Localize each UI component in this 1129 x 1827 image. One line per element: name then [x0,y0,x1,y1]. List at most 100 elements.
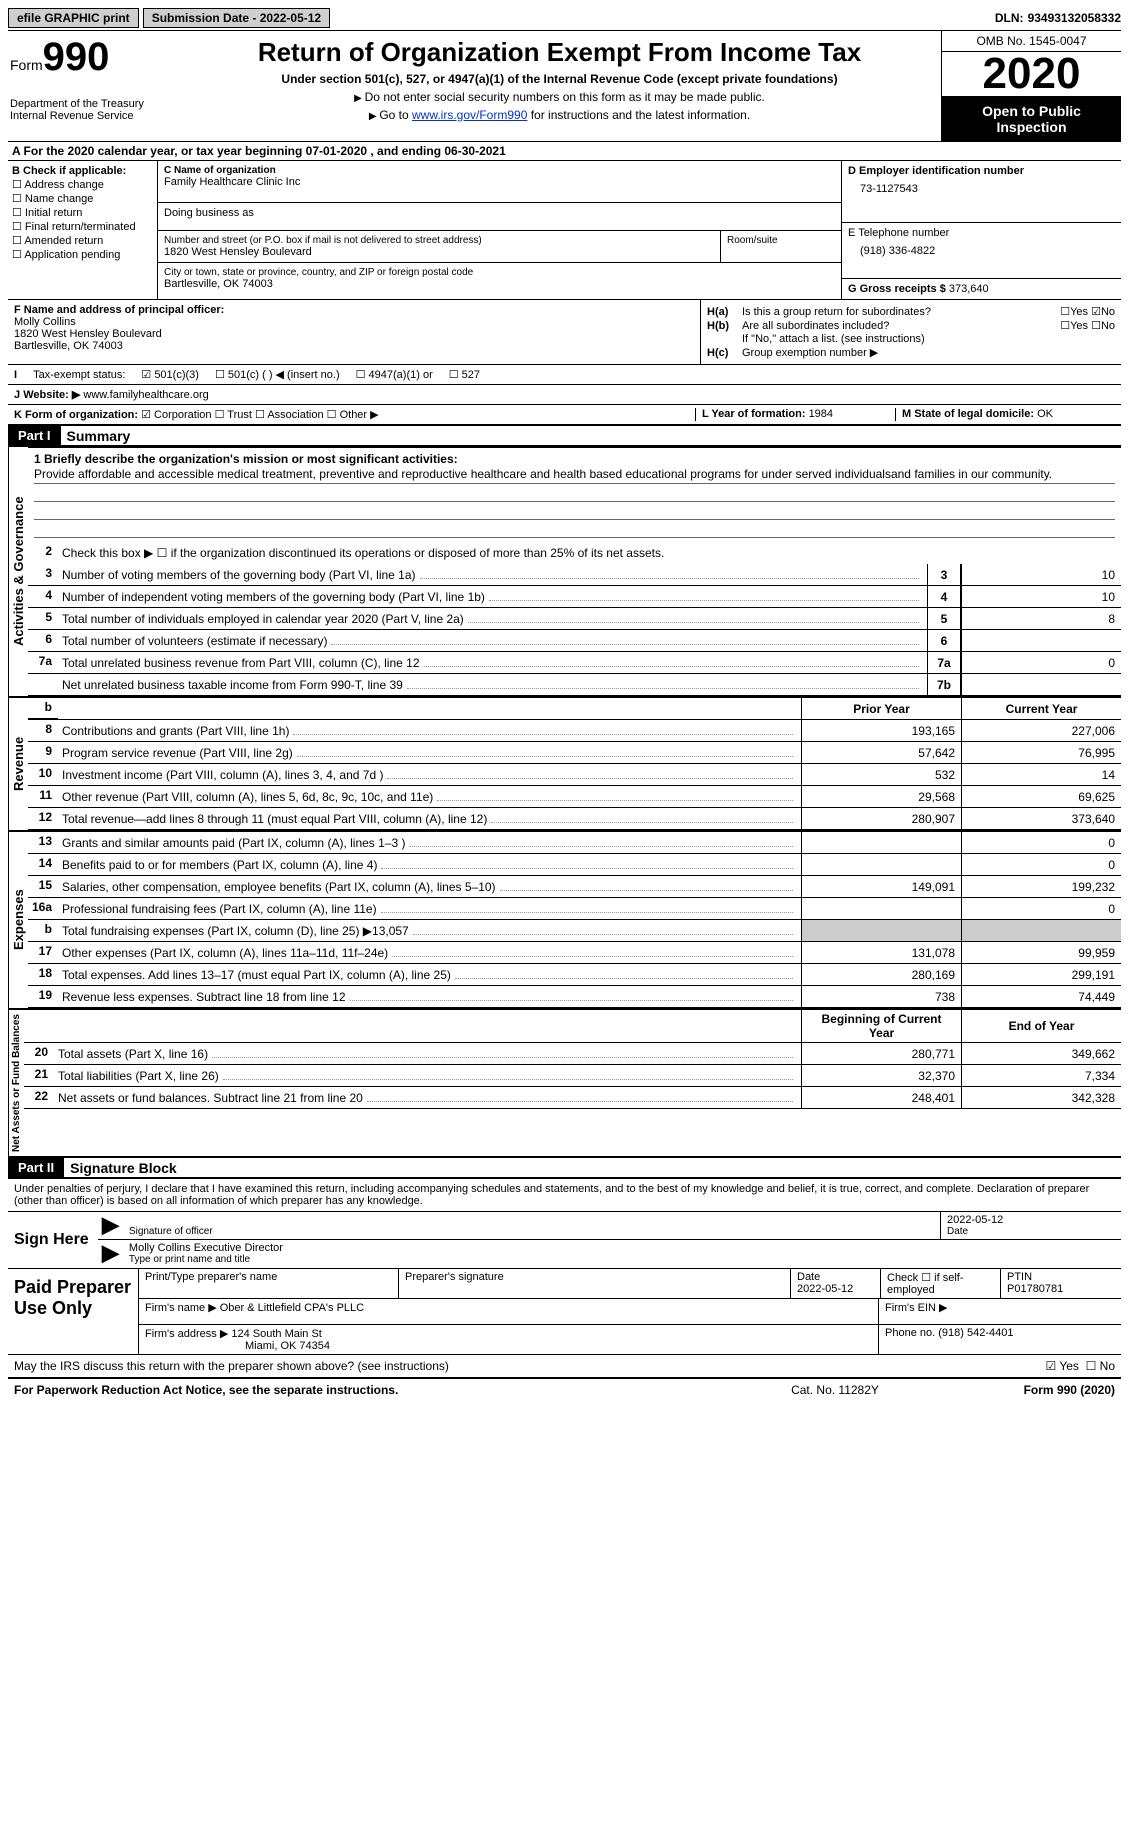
ck-other[interactable]: ☐ Other ▶ [327,409,379,421]
ck-501c3[interactable]: ☑ 501(c)(3) [141,368,199,381]
city-value: Bartlesville, OK 74003 [164,278,835,290]
form-footer: Form 990 (2020) [935,1383,1115,1397]
firm-name-label: Firm's name ▶ [145,1302,220,1314]
line-key: 4 [927,586,961,607]
identity-grid: B Check if applicable: Address change Na… [8,160,1121,299]
line-item: 10Investment income (Part VIII, column (… [28,764,1121,786]
firm-city-value: Miami, OK 74354 [145,1340,330,1352]
ha-no[interactable]: No [1101,306,1115,318]
line-num: 16a [28,898,58,919]
line-item: 9Program service revenue (Part VIII, lin… [28,742,1121,764]
prior-year-val: 149,091 [801,876,961,897]
firm-phone-label: Phone no. [885,1327,938,1339]
line-desc: Salaries, other compensation, employee b… [58,876,801,897]
ck-assoc[interactable]: ☐ Association [255,409,324,421]
line-desc: Number of voting members of the governin… [58,564,927,585]
col-begin-year: Beginning of Current Year [801,1010,961,1042]
line-val: 0 [961,652,1121,673]
note2-post: for instructions and the latest informat… [527,108,750,122]
ck-trust[interactable]: ☐ Trust [215,409,252,421]
box-e-phone: E Telephone number (918) 336-4822 [842,223,1121,279]
current-year-val: 349,662 [961,1043,1121,1064]
line-desc: Total revenue—add lines 8 through 11 (mu… [58,808,801,829]
prep-name-label: Print/Type preparer's name [139,1269,399,1298]
prior-year-val: 280,771 [801,1043,961,1064]
line-num: 6 [28,630,58,651]
row-j-website: J Website: ▶ www.familyhealthcare.org [8,384,1121,404]
officer-name: Molly Collins [14,316,76,328]
prep-sig-label: Preparer's signature [399,1269,791,1298]
line-num: 13 [28,832,58,853]
ck-application-pending[interactable]: Application pending [12,248,153,261]
q2-text: Check this box ▶ ☐ if the organization d… [58,542,1121,564]
hb-no[interactable]: No [1101,320,1115,332]
current-year-val: 0 [961,898,1121,919]
vlabel-governance: Activities & Governance [8,447,28,696]
current-year-val: 76,995 [961,742,1121,763]
ck-address-change[interactable]: Address change [12,178,153,191]
paid-preparer-label: Paid Preparer Use Only [8,1269,138,1354]
hb-yes[interactable]: Yes [1070,320,1088,332]
footer-yes[interactable]: ☑ Yes [1045,1359,1078,1373]
prep-self-employed[interactable]: Check ☐ if self-employed [881,1269,1001,1298]
line-item: 8Contributions and grants (Part VIII, li… [28,720,1121,742]
ck-amended[interactable]: Amended return [12,234,153,247]
perjury-declaration: Under penalties of perjury, I declare th… [8,1179,1121,1211]
m-value: OK [1037,408,1053,420]
current-year-val: 69,625 [961,786,1121,807]
line-item: 4Number of independent voting members of… [28,586,1121,608]
line-num: 4 [28,586,58,607]
prior-year-val: 131,078 [801,942,961,963]
dba-label: Doing business as [164,207,835,219]
city-label: City or town, state or province, country… [164,267,835,278]
form-prefix: Form [10,57,43,73]
row-k-org-form: K Form of organization: ☑ Corporation ☐ … [8,404,1121,425]
part2-tag: Part II [8,1158,64,1177]
line-val [961,674,1121,695]
ck-name-change[interactable]: Name change [12,192,153,205]
type-name-label: Type or print name and title [129,1254,1115,1265]
current-year-val: 373,640 [961,808,1121,829]
line-desc: Total unrelated business revenue from Pa… [58,652,927,673]
line-desc: Total expenses. Add lines 13–17 (must eq… [58,964,801,985]
ck-501c[interactable]: ☐ 501(c) ( ) ◀ (insert no.) [215,368,340,381]
efile-print-button[interactable]: efile GRAPHIC print [8,8,139,28]
box-c-name: C Name of organization Family Healthcare… [158,161,841,203]
officer-typed-name: Molly Collins Executive Director [129,1242,1115,1254]
sign-here-label: Sign Here [8,1212,98,1268]
line-desc: Revenue less expenses. Subtract line 18 … [58,986,801,1007]
current-year-val: 199,232 [961,876,1121,897]
firm-phone-value: (918) 542-4401 [938,1327,1013,1339]
sig-date-value: 2022-05-12 [947,1214,1115,1226]
note-link: Go to www.irs.gov/Form990 for instructio… [186,108,933,122]
current-year-val: 342,328 [961,1087,1121,1108]
line-num: 9 [28,742,58,763]
ck-initial-return[interactable]: Initial return [12,206,153,219]
ck-corp[interactable]: ☑ Corporation [141,409,211,421]
footer-no[interactable]: ☐ No [1086,1359,1115,1373]
line-num: 5 [28,608,58,629]
line-num: b [28,920,58,941]
line-item: 12Total revenue—add lines 8 through 11 (… [28,808,1121,830]
ha-label: Is this a group return for subordinates? [742,306,1060,318]
line-item: 16aProfessional fundraising fees (Part I… [28,898,1121,920]
box-street: Number and street (or P.O. box if mail i… [158,231,721,262]
ha-yes[interactable]: Yes [1070,306,1088,318]
box-c-label: C Name of organization [164,165,835,176]
line-key: 7a [927,652,961,673]
line-num: 11 [28,786,58,807]
box-f-officer: F Name and address of principal officer:… [8,300,701,364]
box-dba: Doing business as [158,203,841,231]
submission-date-value: 2022-05-12 [260,11,321,25]
line-desc: Total number of individuals employed in … [58,608,927,629]
part1-tag: Part I [8,426,61,445]
box-d-ein: D Employer identification number 73-1127… [842,161,1121,223]
q1-label: 1 Briefly describe the organization's mi… [34,452,458,466]
ck-527[interactable]: ☐ 527 [449,368,480,381]
ck-final-return[interactable]: Final return/terminated [12,220,153,233]
prior-year-val [801,832,961,853]
ck-4947[interactable]: ☐ 4947(a)(1) or [356,368,433,381]
line-item: 21Total liabilities (Part X, line 26)32,… [24,1065,1121,1087]
submission-date-label: Submission Date - [152,11,260,25]
irs-link[interactable]: www.irs.gov/Form990 [412,108,527,122]
